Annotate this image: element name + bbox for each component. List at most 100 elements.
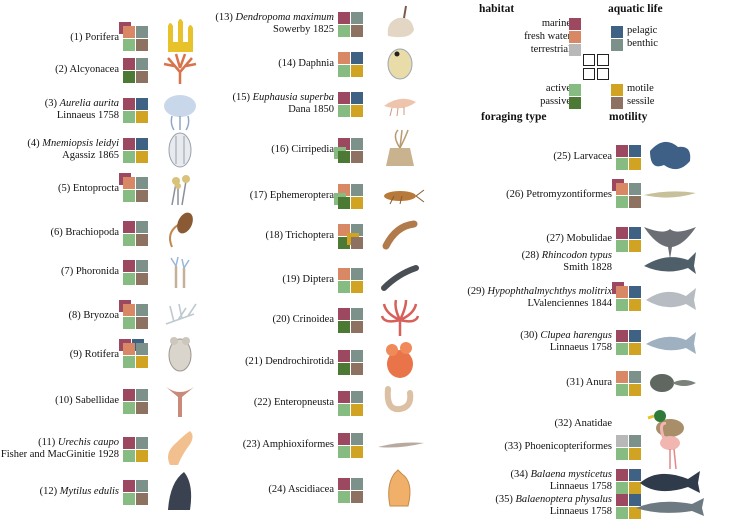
taxon-label: (14) Daphnia: [278, 58, 334, 70]
barnacle-illustration: [386, 129, 414, 166]
jellyfish-illustration: [164, 95, 196, 131]
trait-swatch-motility-sessile: [351, 491, 363, 503]
taxon-name-line: (5) Entoprocta: [58, 183, 119, 195]
taxon-label: (19) Diptera: [282, 274, 334, 286]
taxon-name-line: (24) Ascidiacea: [268, 484, 334, 496]
trait-swatch-aquatic-benthic: [136, 389, 148, 401]
taxon-number: (20): [272, 314, 290, 325]
taxon-number: (16): [271, 144, 289, 155]
legend-fresh-water-label: fresh water: [524, 31, 571, 42]
caddisfly-larva-illustration: [382, 220, 418, 250]
trait-swatch-habitat-marine: [338, 92, 350, 104]
taxon-name-line: (31) Anura: [566, 377, 612, 389]
taxon-name-line: (22) Enteropneusta: [254, 397, 334, 409]
legend-benthic-label: benthic: [627, 38, 658, 49]
bowhead-whale-illustration: [640, 471, 700, 493]
mussel-illustration: [168, 472, 192, 510]
trait-swatch-motility-sessile: [351, 363, 363, 375]
trait-swatch-motility-motile: [629, 482, 641, 494]
trait-swatch-motility-motile: [629, 158, 641, 170]
trait-swatch-foraging-passive: [338, 363, 350, 375]
taxon-name-line: (32) Anatidae: [555, 418, 612, 430]
taxon-label: (25) Larvacea: [553, 151, 612, 163]
taxon-name-line: (26) Petromyzontiformes: [506, 189, 612, 201]
trait-swatch-foraging-active: [123, 402, 135, 414]
trait-swatch-aquatic-benthic: [351, 138, 363, 150]
trait-swatch-foraging-active: [123, 151, 135, 163]
taxon-name-line: (3) Aurelia aurita: [45, 98, 119, 110]
vermetid-illustration: [387, 5, 414, 38]
legend-motility-title: motility: [609, 111, 648, 123]
taxon-number: (11): [38, 437, 56, 448]
trait-swatch-aquatic-benthic: [136, 58, 148, 70]
legend-motile-label: motile: [627, 83, 654, 94]
trait-swatch-motility-motile: [629, 507, 641, 519]
legend-pelagic-swatch: [611, 26, 623, 38]
taxon-name: Alcyonacea: [69, 64, 119, 75]
entoproct-illustration: [171, 175, 190, 206]
fin-whale-illustration: [636, 498, 704, 516]
soft-coral-illustration: [163, 53, 197, 84]
taxon-name: Ephemeroptera: [269, 190, 334, 201]
taxon-label: (23) Amphioxiformes: [243, 439, 334, 451]
taxon-name-line: (23) Amphioxiformes: [243, 439, 334, 451]
trait-swatch-foraging-active: [616, 158, 628, 170]
trait-swatch-motility-motile: [629, 343, 641, 355]
legend-passive-label: passive: [540, 96, 571, 107]
taxon-label: (22) Enteropneusta: [254, 397, 334, 409]
trait-swatch-aquatic-benthic: [136, 260, 148, 272]
trait-swatch-aquatic-benthic: [351, 478, 363, 490]
taxon-number: (27): [546, 233, 564, 244]
trait-swatch-habitat-marine: [338, 391, 350, 403]
taxon-label: (35) Balaenoptera physalus Linnaeus 1758: [495, 494, 612, 518]
trait-swatch-habitat-fresh-water: [123, 26, 135, 38]
flamingo-illustration: [659, 422, 680, 470]
trait-swatch-foraging-active: [123, 111, 135, 123]
taxon-name: Porifera: [85, 32, 119, 43]
trait-swatch-motility-sessile: [136, 190, 148, 202]
taxon-name: Amphioxiformes: [262, 439, 334, 450]
taxon-name-line: (10) Sabellidae: [55, 395, 119, 407]
taxon-name: Balaenoptera physalus: [515, 494, 612, 505]
trait-swatch-foraging-passive: [338, 197, 350, 209]
trait-swatch-foraging-active: [338, 65, 350, 77]
taxon-label: (24) Ascidiacea: [268, 484, 334, 496]
taxon-number: (22): [253, 397, 272, 408]
taxon-author: Dana 1850: [288, 104, 334, 115]
taxon-name: Ascidiacea: [287, 484, 334, 495]
trait-swatch-foraging-active: [616, 196, 628, 208]
legend-passive-swatch: [569, 97, 581, 109]
trait-swatch-foraging-passive: [123, 71, 135, 83]
trait-swatch-foraging-active: [616, 507, 628, 519]
trait-swatch-foraging-active: [123, 356, 135, 368]
taxon-author: Linnaeus 1758: [549, 506, 612, 517]
legend-motile-swatch: [611, 84, 623, 96]
taxon-name: Petromyzontiformes: [526, 189, 612, 200]
legend-key-cell-motility: [597, 68, 609, 80]
brachiopod-illustration: [169, 212, 193, 248]
taxon-name-line: (6) Brachiopoda: [50, 227, 119, 239]
legend-key-cell-foraging: [583, 68, 595, 80]
taxon-name: Diptera: [302, 274, 335, 285]
trait-swatch-habitat-marine: [338, 308, 350, 320]
trait-swatch-foraging-active: [123, 493, 135, 505]
spoonworm-illustration: [168, 431, 193, 465]
taxon-number: (19): [282, 274, 300, 285]
taxon-number: (31): [566, 377, 584, 388]
trait-swatch-motility-sessile: [351, 237, 363, 249]
taxon-name: Urechis caupo: [57, 437, 119, 448]
trait-swatch-habitat-marine: [123, 138, 135, 150]
trait-swatch-habitat-marine: [338, 478, 350, 490]
taxon-label: (13) Dendropoma maximum Sowerby 1825: [215, 12, 334, 36]
legend-pelagic-label: pelagic: [627, 25, 658, 36]
krill-illustration: [384, 98, 416, 117]
trait-swatch-foraging-active: [123, 234, 135, 246]
taxon-number: (18): [265, 230, 283, 241]
trait-swatch-foraging-passive: [338, 151, 350, 163]
taxon-name-line: (20) Crinoidea: [272, 314, 334, 326]
legend-benthic-swatch: [611, 39, 623, 51]
trait-swatch-motility-motile: [629, 240, 641, 252]
taxon-name: Hypophthalmychthys molitrix: [487, 286, 612, 297]
trait-swatch-habitat-marine: [338, 433, 350, 445]
trait-swatch-aquatic-benthic: [136, 221, 148, 233]
